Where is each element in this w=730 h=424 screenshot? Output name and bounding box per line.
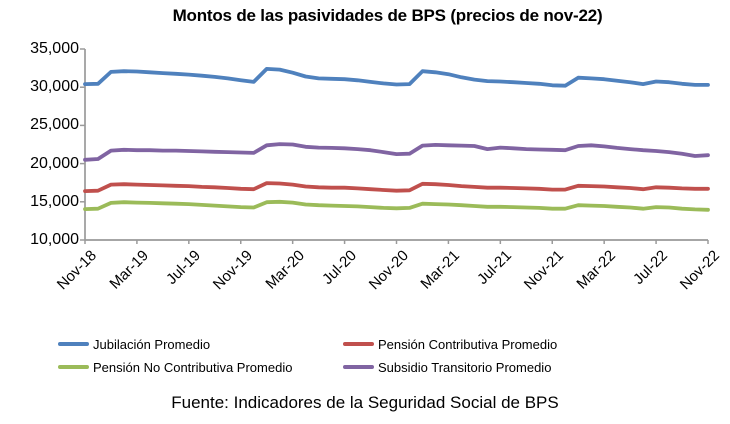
legend-label: Pensión Contributiva Promedio: [378, 336, 558, 352]
series-line: [83, 142, 710, 162]
legend-label: Pensión No Contributiva Promedio: [93, 359, 293, 375]
chart-title: Montos de las pasividades de BPS (precio…: [172, 6, 603, 25]
y-tick-label: 15,000: [30, 192, 79, 210]
chart-legend: Jubilación Promedio Pensión Contributiva …: [58, 334, 673, 377]
legend-label: Jubilación Promedio: [93, 336, 211, 352]
legend-line-swatch: [58, 365, 89, 369]
y-tick-label: 35,000: [30, 40, 79, 57]
y-tick-label: 20,000: [30, 154, 79, 172]
series-line: [83, 67, 710, 88]
legend-line-swatch: [343, 342, 374, 346]
legend-item: Subsidio Transitorio Promedio: [343, 357, 673, 377]
y-tick-label: 30,000: [30, 78, 79, 96]
y-tick-label: 10,000: [30, 231, 79, 248]
series-line: [83, 199, 710, 212]
legend-line-swatch: [58, 342, 89, 346]
legend-item: Pensión Contributiva Promedio: [343, 334, 673, 354]
legend-label: Subsidio Transitorio Promedio: [378, 359, 552, 375]
y-tick-label: 25,000: [30, 116, 79, 134]
legend-item: Jubilación Promedio: [58, 334, 343, 354]
series-line: [83, 181, 710, 194]
source-note: Fuente: Indicadores de la Seguridad Soci…: [171, 393, 559, 412]
legend-item: Pensión No Contributiva Promedio: [58, 357, 343, 377]
legend-line-swatch: [343, 365, 374, 369]
